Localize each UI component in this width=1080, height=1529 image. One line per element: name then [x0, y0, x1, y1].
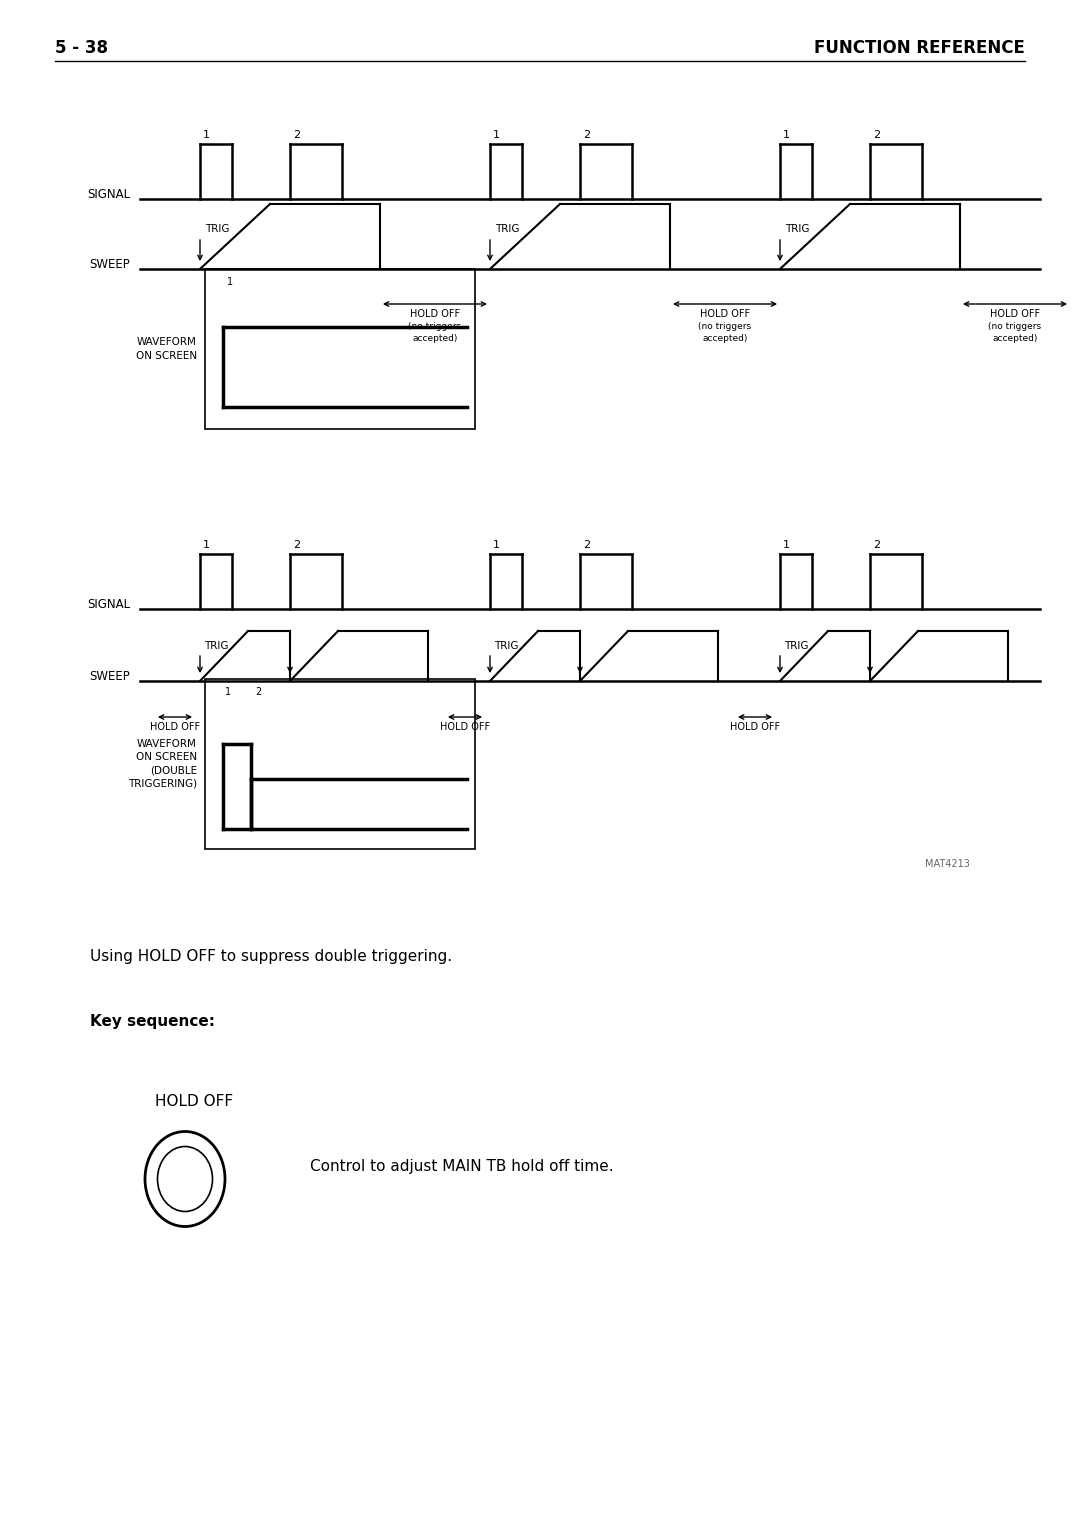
Text: 1: 1 — [492, 130, 500, 141]
Text: HOLD OFF: HOLD OFF — [730, 722, 780, 732]
Text: 2: 2 — [873, 540, 880, 550]
Text: TRIG: TRIG — [495, 225, 519, 234]
Text: SWEEP: SWEEP — [90, 257, 130, 271]
Text: Using HOLD OFF to suppress double triggering.: Using HOLD OFF to suppress double trigge… — [90, 950, 453, 963]
Text: Control to adjust MAIN TB hold off time.: Control to adjust MAIN TB hold off time. — [310, 1159, 613, 1174]
Text: TRIG: TRIG — [205, 225, 229, 234]
Text: 1: 1 — [783, 540, 789, 550]
Text: WAVEFORM
ON SCREEN
(DOUBLE
TRIGGERING): WAVEFORM ON SCREEN (DOUBLE TRIGGERING) — [127, 739, 197, 789]
Text: HOLD OFF: HOLD OFF — [156, 1095, 233, 1109]
Text: HOLD OFF: HOLD OFF — [150, 722, 200, 732]
Text: 1: 1 — [492, 540, 500, 550]
Text: (no triggers: (no triggers — [699, 323, 752, 330]
Text: accepted): accepted) — [993, 333, 1038, 342]
Text: 2: 2 — [293, 540, 300, 550]
Text: 2: 2 — [583, 540, 590, 550]
Text: 1: 1 — [225, 687, 231, 697]
Bar — [205, 269, 475, 430]
Text: 1: 1 — [227, 277, 233, 287]
Text: HOLD OFF: HOLD OFF — [440, 722, 490, 732]
Text: WAVEFORM
ON SCREEN: WAVEFORM ON SCREEN — [136, 338, 197, 361]
Text: 2: 2 — [255, 687, 261, 697]
Text: 1: 1 — [203, 540, 210, 550]
Text: 2: 2 — [583, 130, 590, 141]
Text: HOLD OFF: HOLD OFF — [990, 309, 1040, 320]
Text: FUNCTION REFERENCE: FUNCTION REFERENCE — [814, 40, 1025, 57]
Text: HOLD OFF: HOLD OFF — [700, 309, 751, 320]
Text: accepted): accepted) — [702, 333, 747, 342]
Text: 1: 1 — [203, 130, 210, 141]
Text: SIGNAL: SIGNAL — [86, 598, 130, 610]
Text: Key sequence:: Key sequence: — [90, 1014, 215, 1029]
Text: (no triggers: (no triggers — [408, 323, 461, 330]
Text: 2: 2 — [873, 130, 880, 141]
Text: SIGNAL: SIGNAL — [86, 188, 130, 200]
Text: TRIG: TRIG — [204, 641, 229, 651]
Text: TRIG: TRIG — [785, 225, 810, 234]
Text: TRIG: TRIG — [494, 641, 518, 651]
Text: TRIG: TRIG — [784, 641, 809, 651]
Text: HOLD OFF: HOLD OFF — [410, 309, 460, 320]
Text: MAT4213: MAT4213 — [926, 859, 970, 868]
Text: 1: 1 — [783, 130, 789, 141]
Text: 2: 2 — [293, 130, 300, 141]
Text: SWEEP: SWEEP — [90, 670, 130, 682]
Text: accepted): accepted) — [413, 333, 458, 342]
Text: 5 - 38: 5 - 38 — [55, 40, 108, 57]
Bar — [205, 679, 475, 849]
Text: (no triggers: (no triggers — [988, 323, 1041, 330]
